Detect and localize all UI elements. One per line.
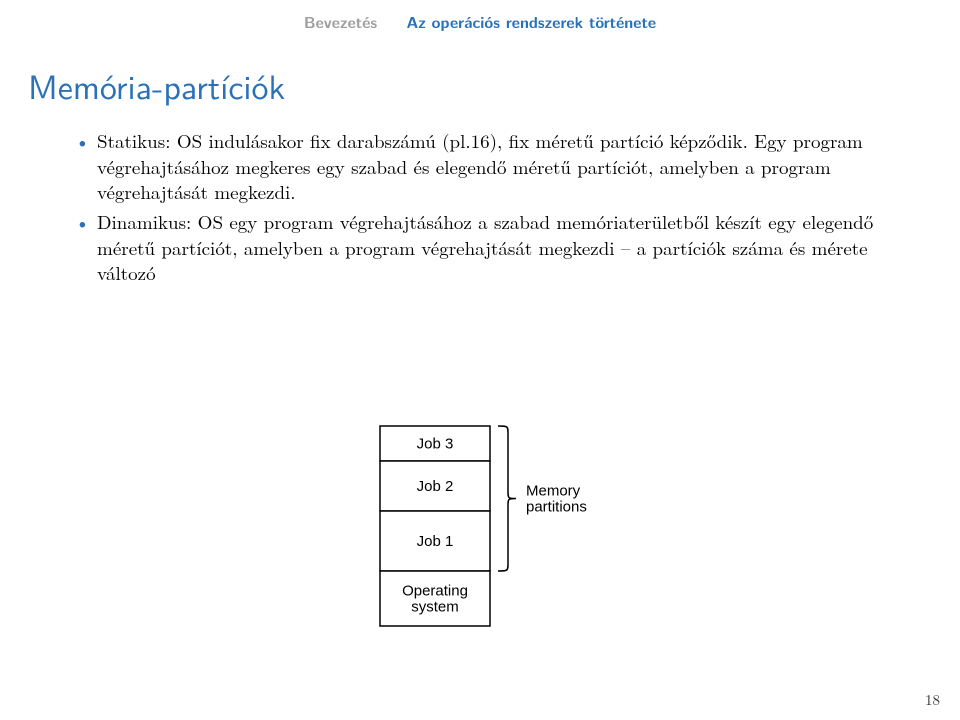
header-subsection: Az operációs rendszerek története (406, 10, 656, 33)
bullet-text: Statikus: OS indulásakor fix darabszámú … (97, 127, 863, 205)
slide-body: Statikus: OS indulásakor fix darabszámú … (75, 128, 895, 290)
svg-text:Job 2: Job 2 (417, 478, 454, 495)
slide-title: Memória-partíciók (28, 60, 285, 110)
bullet-item: Statikus: OS indulásakor fix darabszámú … (75, 128, 895, 205)
svg-text:Memory: Memory (526, 483, 581, 500)
bullet-text: Dinamikus: OS egy program végrehajtásáho… (97, 208, 873, 286)
memory-diagram: Job 3 Job 2 Job 1 Operatingsystem Memorypart… (0, 416, 960, 641)
svg-text:system: system (411, 599, 459, 616)
slide-header: Bevezetés Az operációs rendszerek történ… (0, 10, 960, 33)
slide: Bevezetés Az operációs rendszerek történ… (0, 0, 960, 720)
svg-text:Job 1: Job 1 (417, 533, 454, 550)
bullet-item: Dinamikus: OS egy program végrehajtásáho… (75, 209, 895, 286)
svg-text:Job 3: Job 3 (417, 436, 454, 453)
header-section: Bevezetés (304, 10, 377, 33)
svg-text:partitions: partitions (526, 499, 587, 516)
page-number: 18 (925, 689, 940, 710)
header-line: Bevezetés Az operációs rendszerek történ… (304, 10, 656, 33)
svg-text:Operating: Operating (402, 583, 468, 600)
